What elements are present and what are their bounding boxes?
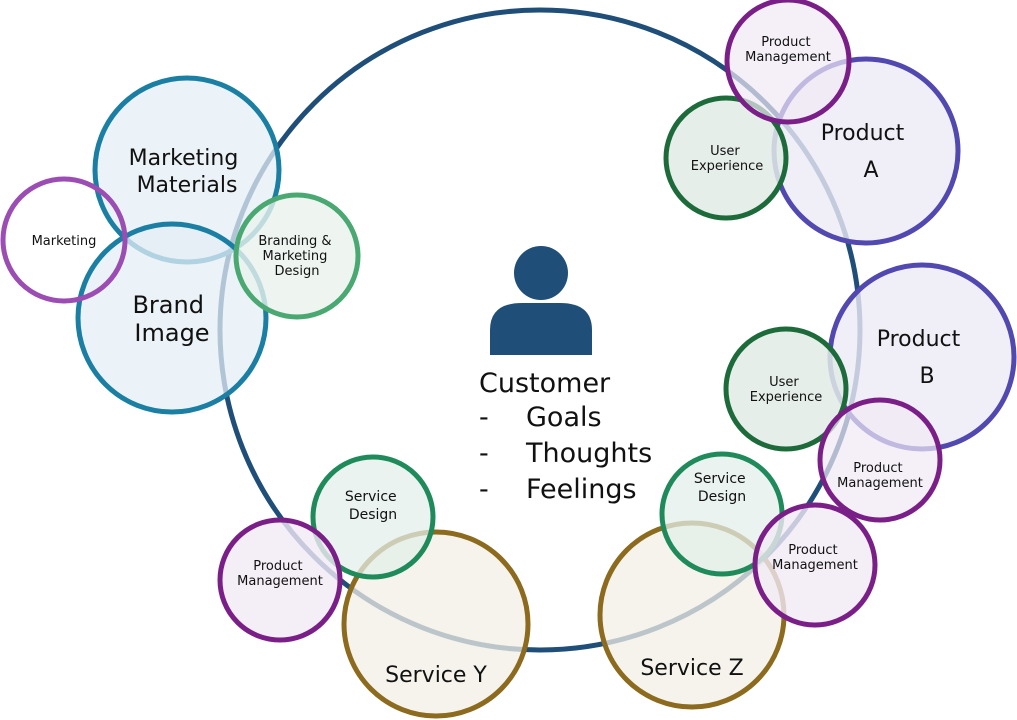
customer-list-bullet: - (479, 438, 489, 469)
product-b-ux-label: User Experience (750, 375, 823, 405)
branding-design-circle (233, 192, 361, 320)
product-b-mgmt-label: Product Management (837, 461, 923, 491)
customer-title: Customer (479, 368, 611, 399)
marketing-label: Marketing (32, 234, 97, 249)
customer-goals: Goals (526, 402, 602, 433)
marketing-materials-label: Marketing Materials (129, 146, 246, 198)
product-b-label: Product B (877, 327, 968, 389)
service-z-cluster: Service Z Service Design Product Managem… (597, 451, 878, 710)
product-a-mgmt-label: Product Management (745, 35, 831, 65)
service-y-circle (341, 529, 531, 719)
product-a-ux-circle (663, 95, 789, 221)
customer-feelings: Feelings (526, 474, 637, 505)
person-icon-body (490, 303, 592, 355)
customer-list-bullet: - (479, 474, 489, 505)
product-b-cluster: Product B User Experience Product Manage… (723, 262, 1017, 523)
product-b-mgmt-circle (817, 397, 943, 523)
product-a-ux-label: User Experience (691, 144, 764, 174)
marketing-cluster: Marketing Materials Brand Image Marketin… (0, 75, 361, 415)
service-z-label: Service Z (640, 656, 743, 681)
product-a-label: Product A (821, 121, 912, 183)
person-icon (490, 246, 592, 355)
service-z-mgmt-circle (752, 502, 878, 628)
product-b-ux-circle (723, 326, 849, 452)
customer-list: - Goals - Thoughts - Feelings (479, 402, 652, 505)
person-icon-head (514, 246, 568, 300)
service-y-design-label: Service Design (345, 489, 401, 523)
brand-image-circle (75, 221, 269, 415)
service-y-label: Service Y (385, 663, 487, 688)
marketing-circle (0, 176, 128, 304)
service-y-mgmt-label: Product Management (237, 559, 323, 589)
product-a-mgmt-circle (724, 0, 852, 125)
branding-design-label: Branding & Marketing Design (258, 234, 335, 279)
service-z-mgmt-label: Product Management (772, 543, 858, 573)
customer-center: Customer - Goals - Thoughts - Feelings (479, 246, 652, 505)
customer-thoughts: Thoughts (525, 438, 652, 469)
service-z-design-label: Service Design (694, 471, 750, 505)
service-y-cluster: Service Y Service Design Product Managem… (217, 454, 531, 719)
service-y-mgmt-circle (217, 517, 343, 643)
brand-image-label: Brand Image (132, 291, 211, 347)
service-y-design-circle (310, 454, 436, 580)
customer-list-bullet: - (479, 402, 489, 433)
product-a-cluster: Product A User Experience Product Manage… (663, 0, 961, 246)
